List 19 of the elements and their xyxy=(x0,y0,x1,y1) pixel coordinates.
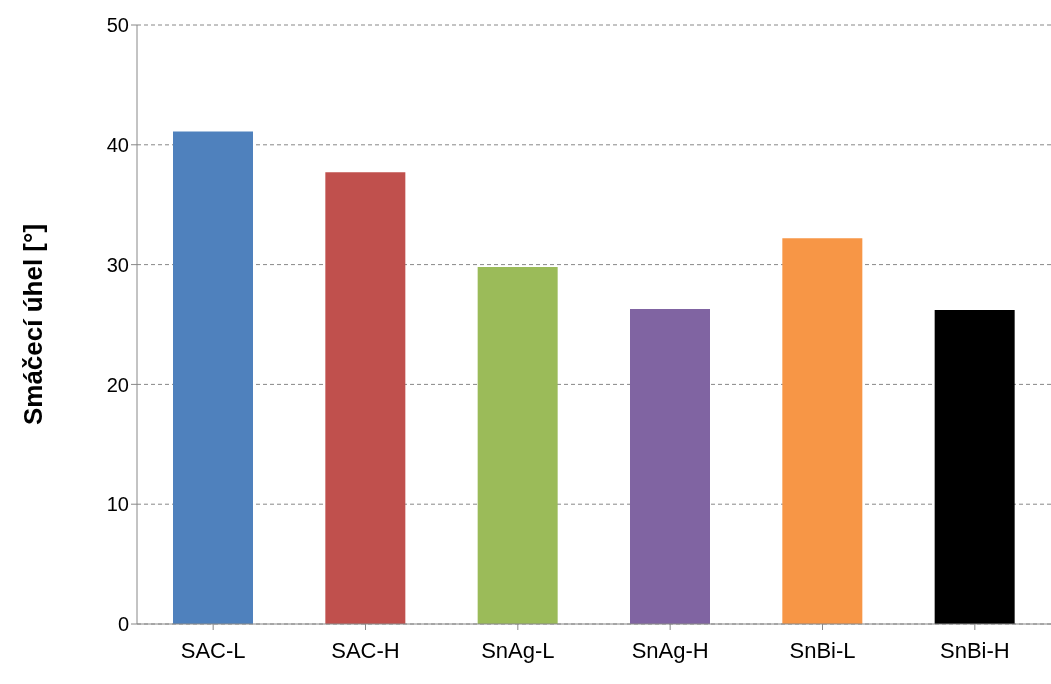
x-tick-label: SAC-H xyxy=(331,637,400,663)
y-tick-label: 20 xyxy=(106,373,129,396)
y-tick-label: 30 xyxy=(106,253,129,276)
y-tick-label: 40 xyxy=(106,133,129,156)
x-tick-label: SnBi-L xyxy=(789,637,856,663)
bar xyxy=(173,131,253,624)
x-tick-label: SnAg-H xyxy=(631,637,709,663)
bar xyxy=(477,267,558,624)
x-tick-label: SnAg-L xyxy=(481,637,555,663)
y-tick-label: 10 xyxy=(106,493,129,516)
y-tick-label: 50 xyxy=(106,14,129,37)
bar xyxy=(934,310,1015,624)
x-tick-label: SAC-L xyxy=(180,637,246,663)
bar xyxy=(782,238,863,624)
y-axis-title: Smáčecí úhel [°] xyxy=(18,223,49,426)
bar xyxy=(630,308,710,624)
y-tick-label: 0 xyxy=(117,613,129,636)
x-tick-label: SnBi-H xyxy=(939,637,1010,663)
bar xyxy=(325,172,406,624)
